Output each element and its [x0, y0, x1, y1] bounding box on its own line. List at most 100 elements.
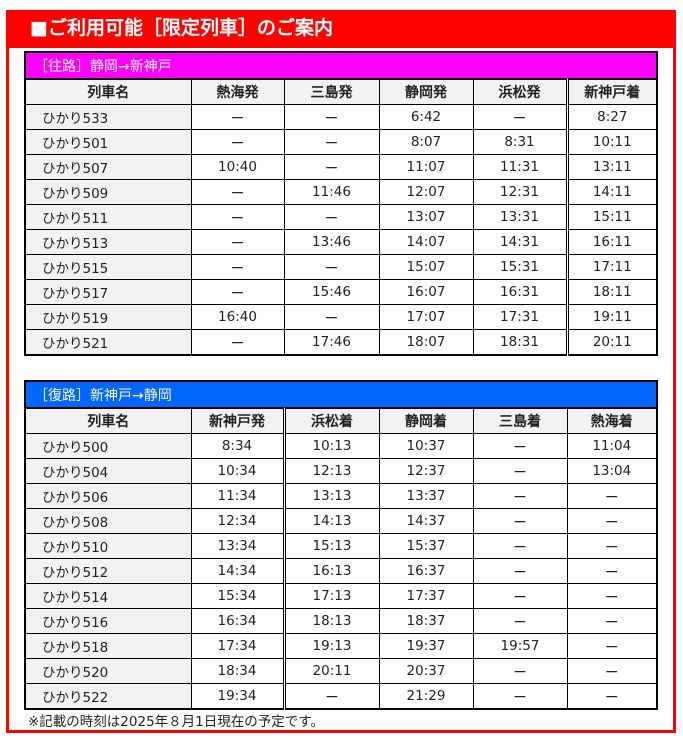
table-row: ひかり510 13:34 15:13 15:37 ーー [24, 533, 658, 559]
time-cell: 14:11 [565, 179, 658, 205]
time-cell: 15:31 [472, 254, 568, 280]
time-cell: 13:11 [565, 154, 658, 180]
table-row: ひかり511 ーー 13:07 13:31 15:11 [24, 204, 658, 230]
time-cell: 20:37 [378, 658, 474, 684]
table-row: ひかり514 15:34 17:13 17:37 ーー [24, 583, 658, 609]
train-name: ひかり521 [24, 329, 192, 356]
time-cell: 13:07 [378, 204, 474, 230]
time-cell: 19:11 [565, 304, 658, 330]
time-cell: 8:31 [472, 129, 568, 155]
time-cell: 8:27 [565, 104, 658, 130]
time-cell: ー [566, 583, 658, 609]
time-cell: 20:11 [282, 658, 380, 684]
time-cell: 14:37 [378, 508, 474, 534]
table-row: ひかり509 ー 11:46 12:07 12:31 14:11 [24, 179, 658, 205]
time-cell: ー [472, 433, 568, 459]
time-cell: ー [566, 533, 658, 559]
time-cell: 14:13 [282, 508, 380, 534]
column-header: 三島着 [472, 407, 568, 434]
time-cell: 16:34 [190, 608, 285, 634]
time-cell: 16:11 [565, 229, 658, 255]
time-cell: 10:34 [190, 458, 285, 484]
time-cell: 15:11 [565, 204, 658, 230]
column-header: 新神戸発 [190, 407, 285, 434]
outbound-timetable: ［往路］静岡→新神戸 列車名 熱海発 三島発 静岡発 浜松発 新神戸着 ひかり533 ーー 6:4… [24, 51, 659, 356]
footnote: ※記載の時刻は2025年８月1日現在の予定です。 [28, 714, 324, 730]
time-cell: 18:34 [190, 658, 285, 684]
table-row: ひかり507 10:40 ー 11:07 11:31 13:11 [24, 154, 658, 180]
time-cell: 19:37 [378, 633, 474, 659]
table-row: ひかり520 18:34 20:11 20:37 ーー [24, 658, 658, 684]
time-cell: ー [283, 129, 380, 155]
train-name: ひかり506 [24, 483, 192, 509]
time-cell: ー [190, 229, 285, 255]
train-name: ひかり515 [24, 254, 192, 280]
time-cell: 10:40 [190, 154, 285, 180]
table-row: ひかり519 16:40 ー 17:07 17:31 19:11 [24, 304, 658, 330]
time-cell: 11:34 [190, 483, 285, 509]
table-row: ひかり501 ーー 8:07 8:31 10:11 [24, 129, 658, 155]
time-cell: ー [472, 558, 568, 584]
train-name: ひかり516 [24, 608, 192, 634]
time-cell: 10:37 [378, 433, 474, 459]
train-name: ひかり514 [24, 583, 192, 609]
time-cell: 17:13 [282, 583, 380, 609]
header-row: 列車名 新神戸発 浜松着 静岡着 三島着 熱海着 [24, 407, 658, 434]
train-name: ひかり508 [24, 508, 192, 534]
time-cell: 13:46 [283, 229, 380, 255]
time-cell: 14:34 [190, 558, 285, 584]
time-cell: 13:04 [566, 458, 658, 484]
time-cell: 12:34 [190, 508, 285, 534]
table-row: ひかり533 ーー 6:42 ー 8:27 [24, 104, 658, 130]
time-cell: 14:31 [472, 229, 568, 255]
column-header: 静岡発 [378, 78, 474, 105]
time-cell: 8:07 [378, 129, 474, 155]
time-cell: ー [283, 304, 380, 330]
time-cell: ー [566, 658, 658, 684]
time-cell: ー [472, 483, 568, 509]
time-cell: 16:40 [190, 304, 285, 330]
time-cell: ー [283, 254, 380, 280]
page-title: ■ご利用可能［限定列車］のご案内 [6, 10, 676, 48]
time-cell: ー [283, 104, 380, 130]
time-cell: 10:11 [565, 129, 658, 155]
time-cell: ー [283, 154, 380, 180]
time-cell: 11:07 [378, 154, 474, 180]
table-row: ひかり517 ー 15:46 16:07 16:31 18:11 [24, 279, 658, 305]
time-cell: 14:07 [378, 229, 474, 255]
column-header: 熱海着 [566, 407, 658, 434]
train-name: ひかり518 [24, 633, 192, 659]
column-header: 列車名 [24, 407, 192, 434]
train-name: ひかり513 [24, 229, 192, 255]
time-cell: 18:37 [378, 608, 474, 634]
table-row: ひかり518 17:34 19:13 19:37 19:57 ー [24, 633, 658, 659]
time-cell: ー [190, 279, 285, 305]
time-cell: 16:13 [282, 558, 380, 584]
time-cell: 11:04 [566, 433, 658, 459]
time-cell: 11:31 [472, 154, 568, 180]
time-cell: 15:34 [190, 583, 285, 609]
time-cell: 17:37 [378, 583, 474, 609]
time-cell: ー [472, 508, 568, 534]
time-cell: 12:37 [378, 458, 474, 484]
time-cell: ー [472, 104, 568, 130]
time-cell: ー [283, 204, 380, 230]
time-cell: ー [472, 608, 568, 634]
train-name: ひかり507 [24, 154, 192, 180]
time-cell: 20:11 [565, 329, 658, 356]
time-cell: 17:31 [472, 304, 568, 330]
table-row: ひかり516 16:34 18:13 18:37 ーー [24, 608, 658, 634]
time-cell: 18:31 [472, 329, 568, 356]
train-name: ひかり520 [24, 658, 192, 684]
time-cell: 17:34 [190, 633, 285, 659]
time-cell: 8:34 [190, 433, 285, 459]
time-cell: ー [566, 683, 658, 710]
column-header: 浜松着 [282, 407, 380, 434]
time-cell: 18:11 [565, 279, 658, 305]
time-cell: ー [472, 683, 568, 710]
time-cell: 17:07 [378, 304, 474, 330]
time-cell: 15:46 [283, 279, 380, 305]
column-header: 熱海発 [190, 78, 285, 105]
time-cell: ー [190, 179, 285, 205]
header-row: 列車名 熱海発 三島発 静岡発 浜松発 新神戸着 [24, 78, 658, 105]
